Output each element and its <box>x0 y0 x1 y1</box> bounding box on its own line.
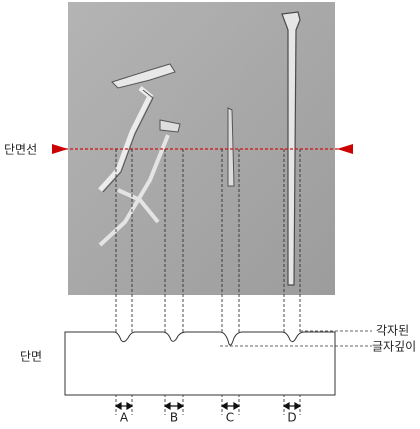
arrow <box>52 144 68 154</box>
diagram: 단면선 각자된 글자깊이 단면 A B C D <box>0 0 420 425</box>
depth-label: 각자된 <box>376 324 409 338</box>
marker-label: B <box>170 411 178 425</box>
marker-label: A <box>120 411 129 425</box>
width-arrows <box>116 403 300 409</box>
arrow <box>337 144 353 154</box>
section-label: 단면 <box>20 350 42 364</box>
section-profile <box>65 332 335 395</box>
marker-label: D <box>287 411 296 425</box>
depth-label: 글자깊이 <box>372 340 416 354</box>
marker-label: C <box>226 411 234 425</box>
section-line-label: 단면선 <box>4 143 37 157</box>
